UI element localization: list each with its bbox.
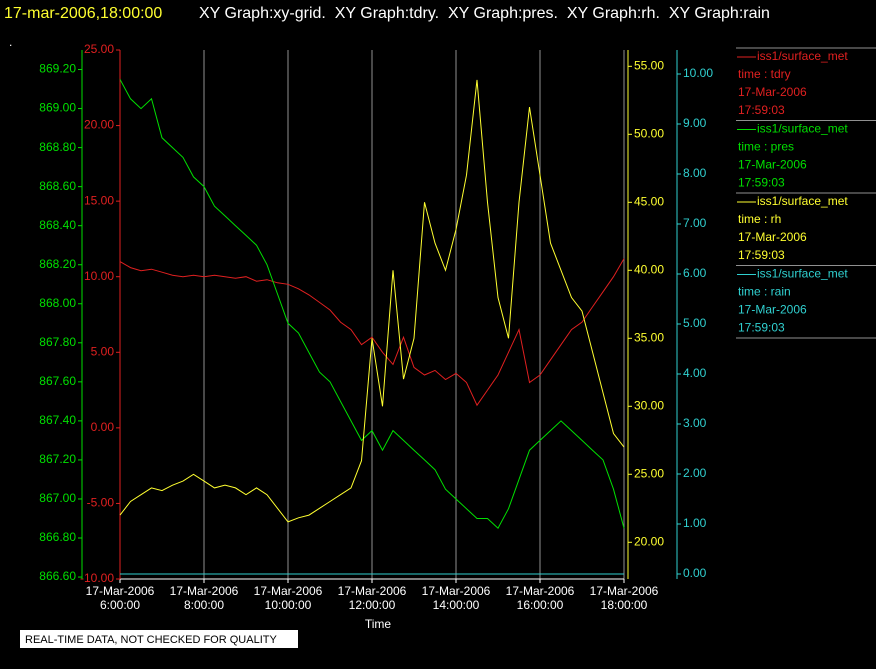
y-tick-label: 30.00: [634, 398, 664, 412]
y-tick-label: 869.00: [39, 101, 76, 115]
legend-entry: iss1/surface_met: [757, 194, 848, 208]
data-line: [119, 79, 625, 530]
y-tick-label: 868.00: [39, 296, 76, 310]
chart-subtitle: XY Graph:xy-grid. XY Graph:tdry. XY Grap…: [199, 5, 770, 22]
y-tick-label: 9.00: [683, 116, 707, 130]
y-tick-label: 4.00: [683, 366, 707, 380]
y-tick-label: 10.00: [683, 66, 713, 80]
y-tick-label: 2.00: [683, 466, 707, 480]
x-tick-label: 17-Mar-2006 8:00:00: [170, 584, 239, 612]
y-tick-label: 867.80: [39, 335, 76, 349]
legend-detail: 17:59:03: [738, 321, 785, 335]
y-tick-label: 45.00: [634, 194, 664, 208]
y-tick-label: 25.00: [84, 42, 114, 56]
legend-detail: 17:59:03: [738, 103, 785, 117]
y-tick-label: 50.00: [634, 126, 664, 140]
x-tick-label: 17-Mar-2006 16:00:00: [506, 584, 575, 612]
y-tick-label: 867.00: [39, 491, 76, 505]
legend-detail: time : rh: [738, 212, 781, 226]
y-tick-label: 867.20: [39, 452, 76, 466]
y-tick-label: 10.00: [84, 269, 114, 283]
legend-detail: time : pres: [738, 140, 794, 154]
x-axis-label: Time: [365, 617, 392, 631]
y-tick-label: 5.00: [683, 316, 707, 330]
data-line: [119, 79, 625, 523]
legend-detail: 17:59:03: [738, 248, 785, 262]
x-tick-label: 17-Mar-2006 18:00:00: [590, 584, 659, 612]
footer-box: [20, 630, 298, 648]
legend-detail: 17-Mar-2006: [738, 158, 807, 172]
y-tick-label: 55.00: [634, 58, 664, 72]
note: .: [9, 35, 12, 49]
y-tick-label: 866.80: [39, 530, 76, 544]
y-tick-label: 867.40: [39, 413, 76, 427]
y-tick-label: 0.00: [683, 566, 707, 580]
y-tick-label: 8.00: [683, 166, 707, 180]
legend-entry: iss1/surface_met: [757, 49, 848, 63]
y-tick-label: 5.00: [91, 344, 115, 358]
y-tick-label: 3.00: [683, 416, 707, 430]
y-tick-label: 0.00: [91, 420, 115, 434]
legend-entry: iss1/surface_met: [757, 122, 848, 136]
footer: REAL-TIME DATA, NOT CHECKED FOR QUALITY: [25, 634, 277, 646]
legend-detail: 17-Mar-2006: [738, 230, 807, 244]
y-tick-label: 15.00: [84, 193, 114, 207]
legend-detail: 17-Mar-2006: [738, 303, 807, 317]
y-tick-label: 868.60: [39, 179, 76, 193]
legend-detail: time : tdry: [738, 67, 791, 81]
y-tick-label: -5.00: [87, 496, 115, 510]
y-tick-label: 867.60: [39, 374, 76, 388]
y-tick-label: 6.00: [683, 266, 707, 280]
y-tick-label: 1.00: [683, 516, 707, 530]
y-tick-label: 868.80: [39, 140, 76, 154]
y-tick-label: 40.00: [634, 262, 664, 276]
data-line: [119, 258, 625, 407]
y-tick-label: 869.20: [39, 62, 76, 76]
legend-detail: 17:59:03: [738, 176, 785, 190]
legend-detail: 17-Mar-2006: [738, 85, 807, 99]
legend-detail: time : rain: [738, 285, 791, 299]
legend-entry: iss1/surface_met: [757, 267, 848, 281]
y-tick-label: 868.40: [39, 218, 76, 232]
x-tick-label: 17-Mar-2006 14:00:00: [422, 584, 491, 612]
y-tick-label: 7.00: [683, 216, 707, 230]
x-tick-label: 17-Mar-2006 12:00:00: [338, 584, 407, 612]
y-tick-label: 20.00: [634, 534, 664, 548]
y-tick-label: 25.00: [634, 466, 664, 480]
y-tick-label: -10.00: [80, 571, 114, 585]
y-tick-label: 868.20: [39, 257, 76, 271]
x-tick-label: 17-Mar-2006 10:00:00: [254, 584, 323, 612]
chart-title: 17-mar-2006,18:00:00: [4, 5, 162, 22]
y-tick-label: 866.60: [39, 569, 76, 583]
y-tick-label: 20.00: [84, 118, 114, 132]
y-tick-label: 35.00: [634, 330, 664, 344]
x-tick-label: 17-Mar-2006 6:00:00: [86, 584, 155, 612]
